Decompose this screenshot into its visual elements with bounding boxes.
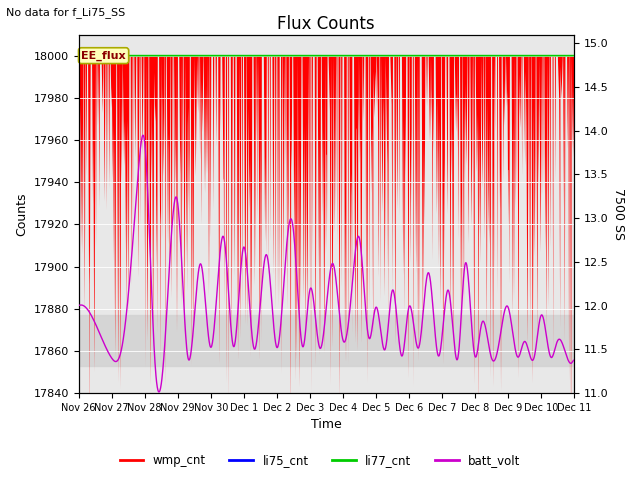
Text: EE_flux: EE_flux <box>81 50 126 61</box>
Text: No data for f_Li75_SS: No data for f_Li75_SS <box>6 7 125 18</box>
Y-axis label: Counts: Counts <box>15 192 28 236</box>
Legend: wmp_cnt, li75_cnt, li77_cnt, batt_volt: wmp_cnt, li75_cnt, li77_cnt, batt_volt <box>115 449 525 472</box>
Title: Flux Counts: Flux Counts <box>278 15 375 33</box>
Bar <box>79 315 574 366</box>
X-axis label: Time: Time <box>311 419 342 432</box>
Y-axis label: 7500 SS: 7500 SS <box>612 188 625 240</box>
